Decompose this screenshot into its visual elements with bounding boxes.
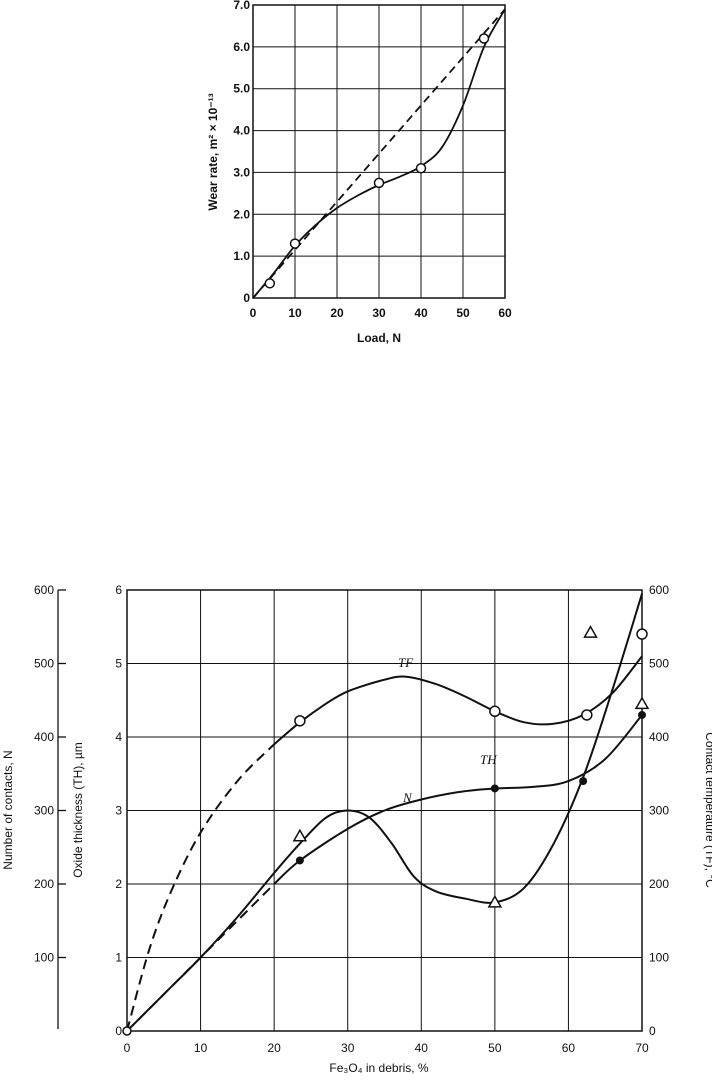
th-axis-tick-label: 5 [115,657,122,671]
top-x-tick-label: 20 [330,306,344,320]
bottom-x-tick-labels: 0 10 20 30 40 50 60 70 [124,1041,649,1055]
tf-axis-tick-label: 600 [649,583,669,597]
top-series [252,8,506,299]
th-axis-tick-label: 6 [115,583,122,597]
bottom-x-tick-label: 70 [635,1041,649,1055]
th-axis-tick-label: 2 [115,877,122,891]
curve-label-tf: TF [398,655,414,670]
n-data-point [583,625,598,638]
top-x-tick-label: 30 [372,306,386,320]
top-y-tick-label: 7.0 [233,0,250,12]
th-axis-tick-label: 3 [115,804,122,818]
tf-axis-tick-label: 400 [649,730,669,744]
bottom-x-tick-label: 60 [562,1041,576,1055]
tf-axis-tick-label: 200 [649,877,669,891]
top-y-tick-label: 4.0 [233,124,250,138]
wear-rate-chart: 0 10 20 30 40 50 60 0 1.0 2.0 3.0 4.0 5.0 6.0 7.0 Loa… [206,0,512,345]
top-x-tick-label: 10 [288,306,302,320]
tf-axis-tick-labels: 0 100 200 300 400 500 600 [649,583,669,1038]
th-data-point [490,784,499,793]
th-data-point [579,777,588,786]
tf-axis-tick-label: 300 [649,804,669,818]
n-axis-tick-labels: 100 200 300 400 500 600 [34,583,66,965]
tf-data-point [636,628,648,640]
top-y-tick-label: 3.0 [233,165,250,179]
top-plot-frame [252,4,506,299]
n-axis-tick-label: 500 [34,657,54,671]
top-grid [253,5,505,298]
n-series-line [126,593,643,1032]
bottom-x-tick-label: 0 [124,1041,131,1055]
tf-data-point [294,715,306,727]
bottom-x-tick-label: 50 [488,1041,502,1055]
top-y-tick-label: 0 [243,291,250,305]
th-axis-label: Oxide thickness (TH), µm [71,742,85,878]
n-axis-tick-label: 300 [34,804,54,818]
th-data-point [295,856,304,865]
th-axis-tick-label: 4 [115,730,122,744]
top-data-point [478,33,490,44]
top-y-axis-label: Wear rate, m² × 10⁻¹³ [206,93,220,210]
top-y-tick-labels: 0 1.0 2.0 3.0 4.0 5.0 6.0 7.0 [233,0,250,305]
top-y-tick-label: 2.0 [233,207,250,221]
n-axis-tick-label: 600 [34,583,54,597]
bottom-x-tick-label: 30 [341,1041,355,1055]
top-series-dashed-line [252,8,506,299]
bottom-plot-frame [126,589,643,1032]
th-axis-tick-label: 0 [115,1024,122,1038]
n-data-point [634,696,650,710]
top-x-tick-label: 0 [250,306,257,320]
tf-data-point [581,709,593,721]
n-axis-tick-label: 100 [34,951,54,965]
tf-series-dashed-line [126,743,275,1032]
bottom-x-tick-label: 40 [415,1041,429,1055]
top-x-axis-label: Load, N [357,331,401,345]
th-axis-tick-label: 1 [115,951,122,965]
curve-label-n: N [402,790,413,805]
n-axis-tick-label: 200 [34,877,54,891]
top-x-tick-label: 40 [414,306,428,320]
bottom-x-axis-label: Fe₃O₄ in debris, % [329,1061,428,1075]
tf-axis-label: Contact temperature (TF), °C [703,732,712,888]
bottom-x-tick-label: 20 [267,1041,281,1055]
th-axis-tick-labels: 0 1 2 3 4 5 6 [115,583,122,1038]
tf-axis-tick-label: 500 [649,657,669,671]
n-data-point [487,894,503,908]
n-axis-tick-label: 400 [34,730,54,744]
n-data-point [292,828,308,842]
th-data-point [638,710,646,719]
top-y-tick-label: 1.0 [233,249,250,263]
origin-data-point [122,1026,132,1036]
top-data-point [373,177,385,189]
tf-axis-tick-label: 0 [649,1024,656,1038]
top-data-point [289,238,301,249]
tf-data-point [489,705,501,718]
top-x-tick-label: 50 [456,306,470,320]
top-y-tick-label: 5.0 [233,82,250,96]
tf-series-solid-line [273,655,643,746]
bottom-x-tick-label: 10 [194,1041,208,1055]
top-data-point [264,278,276,289]
tf-axis-tick-label: 100 [649,951,669,965]
curve-label-th: TH [480,752,497,767]
bottom-series [122,593,650,1036]
n-axis-label: Number of contacts, N [1,750,15,869]
top-y-tick-label: 6.0 [233,40,250,54]
top-x-tick-labels: 0 10 20 30 40 50 60 [250,306,512,320]
top-x-tick-label: 60 [498,306,512,320]
th-series-solid-line [273,714,643,885]
top-data-point [415,162,427,174]
